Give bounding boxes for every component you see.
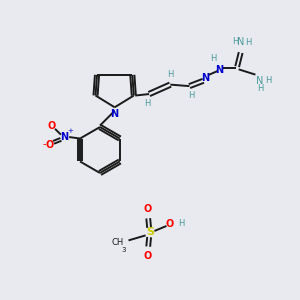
Text: N: N xyxy=(215,64,223,75)
Text: S: S xyxy=(124,242,125,243)
Text: O: O xyxy=(47,121,56,131)
Text: O: O xyxy=(143,251,152,261)
Text: N: N xyxy=(202,73,210,83)
Text: H: H xyxy=(178,219,184,228)
Text: N: N xyxy=(237,37,244,46)
Text: H: H xyxy=(167,70,173,79)
Text: O: O xyxy=(45,140,53,150)
Text: N: N xyxy=(111,109,119,119)
Text: H: H xyxy=(232,37,239,46)
Text: H: H xyxy=(265,76,271,85)
Text: H: H xyxy=(145,99,151,108)
Text: O: O xyxy=(166,219,174,229)
Text: N: N xyxy=(60,132,68,142)
Text: S: S xyxy=(146,227,154,237)
Text: N: N xyxy=(256,76,263,86)
Text: -: - xyxy=(42,139,46,149)
Text: H: H xyxy=(188,92,194,100)
Text: CH: CH xyxy=(111,238,124,247)
Text: O: O xyxy=(143,204,152,214)
Text: +: + xyxy=(68,128,73,134)
Text: H: H xyxy=(210,54,217,63)
Text: H: H xyxy=(245,38,251,46)
Text: H: H xyxy=(256,84,263,93)
Text: 3: 3 xyxy=(122,248,126,254)
